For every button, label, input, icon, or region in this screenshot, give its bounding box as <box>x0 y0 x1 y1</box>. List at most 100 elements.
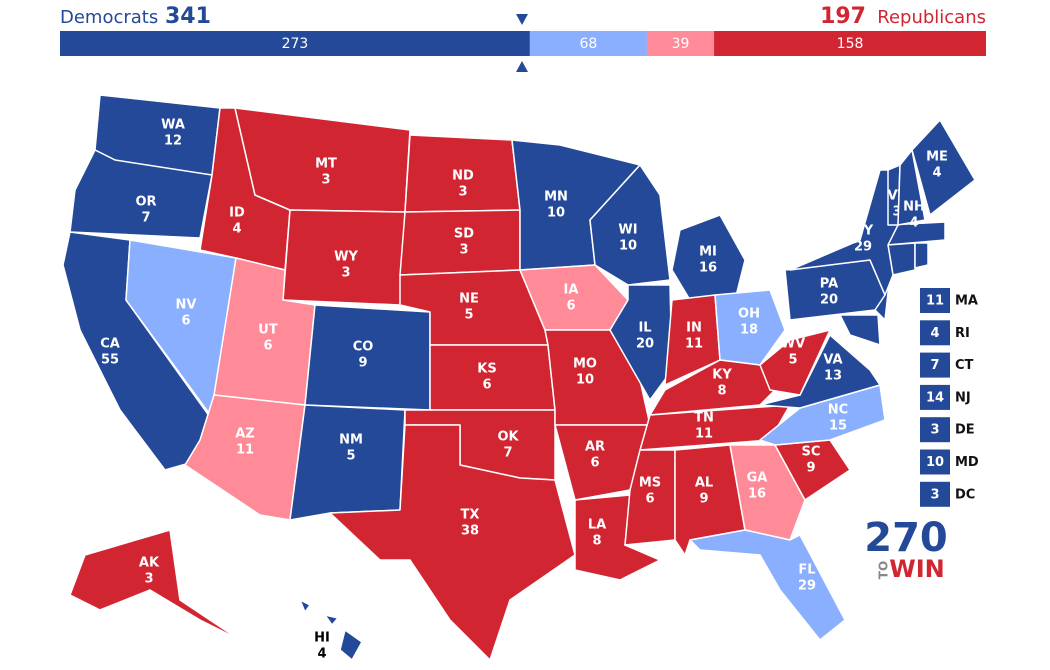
state-ev: 7 <box>503 446 512 461</box>
state-shape[interactable] <box>897 149 926 226</box>
state-abbr: WV <box>781 337 805 352</box>
state-ev: 5 <box>788 353 797 368</box>
bar-segment <box>60 31 530 56</box>
state-shape[interactable] <box>339 629 363 661</box>
state-abbr: NV <box>176 298 197 313</box>
state-abbr: LA <box>588 518 606 533</box>
state-abbr: ME <box>926 150 948 165</box>
state-abbr: AR <box>585 440 605 455</box>
small-state-abbr: DE <box>955 423 975 438</box>
state-abbr: GA <box>747 471 768 486</box>
small-state-box[interactable] <box>920 320 950 346</box>
logo-to: TO <box>877 561 891 579</box>
small-state-ev: 3 <box>930 487 939 502</box>
state-ev: 38 <box>461 524 479 539</box>
state-ev: 10 <box>547 206 565 221</box>
state-abbr: TX <box>461 508 480 523</box>
state-ev: 18 <box>740 323 758 338</box>
dem-label: Democrats <box>60 7 158 28</box>
small-state-ev: 7 <box>930 358 939 373</box>
state-shape[interactable] <box>729 444 806 541</box>
state-abbr: NE <box>459 292 479 307</box>
small-state-box[interactable] <box>920 417 950 443</box>
state-ev: 8 <box>592 534 601 549</box>
state-abbr: MT <box>315 157 337 172</box>
bar-segment <box>646 31 715 56</box>
logo-number: 270 <box>864 515 948 561</box>
state-ev: 6 <box>590 456 599 471</box>
state-abbr: WI <box>618 223 637 238</box>
state-abbr: AZ <box>235 427 255 442</box>
small-state-box[interactable] <box>920 352 950 378</box>
state-ev: 4 <box>932 166 941 181</box>
state-abbr: CO <box>353 340 374 355</box>
state-shape[interactable] <box>609 284 673 401</box>
state-ev: 16 <box>748 487 766 502</box>
state-ev: 8 <box>717 384 726 399</box>
state-ev: 3 <box>341 266 350 281</box>
state-ev: 6 <box>566 299 575 314</box>
state-ev: 13 <box>824 369 842 384</box>
state-shape[interactable] <box>69 529 241 641</box>
small-state-box[interactable] <box>920 288 950 313</box>
bar-segment-label: 273 <box>282 36 309 52</box>
small-state-box[interactable] <box>920 384 950 410</box>
small-state-ev: 10 <box>926 455 944 470</box>
state-ev: 20 <box>636 337 654 352</box>
state-shape[interactable] <box>759 329 831 396</box>
state-abbr: MS <box>639 476 661 491</box>
state-ev: 29 <box>798 579 816 594</box>
state-ev: 5 <box>346 449 355 464</box>
small-state-abbr: NJ <box>955 390 971 405</box>
state-abbr: NY <box>853 224 874 239</box>
state-abbr: TN <box>694 411 714 426</box>
state-ev: 3 <box>321 173 330 188</box>
state-shape[interactable] <box>911 119 976 216</box>
state-abbr: ID <box>229 206 245 221</box>
state-ev: 4 <box>317 647 326 662</box>
bar-segment-label: 158 <box>837 36 864 52</box>
state-shape[interactable] <box>324 614 339 626</box>
state-abbr: WY <box>334 250 358 265</box>
state-abbr: MO <box>573 357 597 372</box>
state-ev: 10 <box>576 373 594 388</box>
state-shape[interactable] <box>624 449 676 546</box>
logo-win: WIN <box>889 555 945 583</box>
state-abbr: PA <box>820 277 838 292</box>
state-shape[interactable] <box>429 344 556 411</box>
state-ev: 6 <box>645 492 654 507</box>
bar-segment <box>714 31 986 56</box>
logo: 270 TO WIN <box>864 515 948 583</box>
small-state-box[interactable] <box>920 481 950 507</box>
state-ev: 4 <box>909 216 918 231</box>
state-ev: 3 <box>144 572 153 587</box>
state-ev: 12 <box>164 134 182 149</box>
state-shape[interactable] <box>589 164 671 286</box>
state-abbr: MN <box>544 190 568 205</box>
state-abbr: OH <box>738 307 760 322</box>
state-shape[interactable] <box>69 149 213 239</box>
state-shape[interactable] <box>714 289 786 366</box>
state-ev: 11 <box>236 443 254 458</box>
state-ev: 10 <box>619 239 637 254</box>
state-ev: 3 <box>892 205 901 220</box>
bar-segment-label: 39 <box>672 36 690 52</box>
small-state-abbr: MD <box>955 455 979 470</box>
state-shape[interactable] <box>299 599 311 613</box>
state-shape[interactable] <box>789 169 899 296</box>
state-shape[interactable] <box>689 529 846 641</box>
small-state-box[interactable] <box>920 449 950 475</box>
state-shape[interactable] <box>329 424 576 661</box>
rep-label: Republicans <box>877 7 986 28</box>
state-abbr: OK <box>497 430 519 445</box>
state-abbr: AL <box>695 476 713 491</box>
state-abbr: ND <box>452 169 474 184</box>
state-ev: 5 <box>464 308 473 323</box>
state-abbr: IA <box>564 283 579 298</box>
state-abbr: AK <box>139 556 160 571</box>
state-ev: 15 <box>829 419 847 434</box>
state-ev: 29 <box>854 240 872 255</box>
state-abbr: NH <box>903 200 925 215</box>
bar-segment <box>529 31 647 56</box>
